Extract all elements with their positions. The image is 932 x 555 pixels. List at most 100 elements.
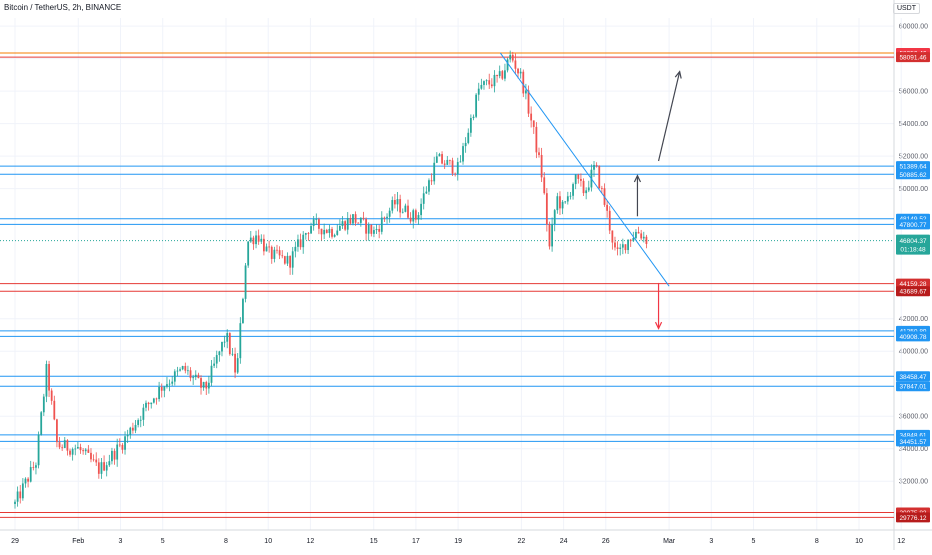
candle-body <box>312 219 315 227</box>
candle-body <box>27 478 29 482</box>
x-tick-label: 12 <box>307 538 315 545</box>
candle-body <box>606 204 609 211</box>
level-price-tag <box>896 436 930 447</box>
candle-body <box>145 402 147 408</box>
candle-body <box>239 323 242 359</box>
x-tick-label: 3 <box>119 538 123 545</box>
candle-body <box>430 180 433 182</box>
arrow-line[interactable] <box>657 71 681 162</box>
candle-body <box>566 196 569 202</box>
candle-body <box>297 239 299 247</box>
candle-body <box>401 211 404 213</box>
candle-body <box>561 201 564 209</box>
level-price-tag <box>896 52 930 63</box>
candle-body <box>58 442 61 448</box>
trendline[interactable] <box>499 52 670 287</box>
y-tick-label: 34000.00 <box>899 446 928 453</box>
candle-body <box>116 444 119 460</box>
candle-body <box>496 74 498 77</box>
candle-body <box>338 225 341 231</box>
x-tick-label: 12 <box>897 538 905 545</box>
symbol-title: Bitcoin / TetherUS, 2h, BINANCE <box>4 3 122 12</box>
level-price-tag <box>896 512 930 523</box>
candle-body <box>593 164 595 170</box>
candle-body <box>50 390 53 401</box>
candle-body <box>155 398 158 400</box>
candle-body <box>92 459 95 461</box>
y-tick-label: 60000.00 <box>899 24 928 31</box>
candle-body <box>281 255 284 257</box>
candle-body <box>433 162 436 182</box>
candle-body <box>422 193 425 204</box>
currency-button[interactable]: USDT <box>892 3 920 14</box>
level-price-label: 37847.01 <box>899 384 926 391</box>
level-price-label: 51389.64 <box>899 164 926 171</box>
x-tick-label: 8 <box>815 538 819 545</box>
candle-body <box>611 230 614 243</box>
candle-body <box>304 233 307 235</box>
candle-body <box>139 419 142 421</box>
candle-body <box>215 355 218 364</box>
candle-body <box>354 214 357 223</box>
candle-body <box>480 84 483 89</box>
candle-body <box>181 366 184 370</box>
candle-body <box>53 400 56 420</box>
candle-body <box>48 364 50 391</box>
candle-body <box>63 440 66 448</box>
candle-body <box>97 462 100 474</box>
candle-body <box>263 238 265 252</box>
candle-body <box>242 298 244 324</box>
candle-body <box>79 447 82 451</box>
candle-body <box>328 228 331 233</box>
candle-body <box>82 450 85 452</box>
candle-body <box>126 434 129 437</box>
candle-body <box>569 195 572 197</box>
candle-body <box>399 199 402 213</box>
candle-body <box>100 462 103 474</box>
candle-body <box>205 381 208 389</box>
x-tick-label: 5 <box>161 538 165 545</box>
candle-body <box>257 235 260 242</box>
candle-body <box>61 447 64 449</box>
candle-body <box>608 210 611 231</box>
x-tick-label: 24 <box>560 538 568 545</box>
candle-body <box>378 228 381 232</box>
candle-body <box>396 199 399 205</box>
candle-body <box>585 190 588 194</box>
candle-body <box>532 120 535 127</box>
candle-body <box>635 231 637 239</box>
candle-body <box>621 244 624 248</box>
candle-body <box>19 491 22 499</box>
candle-body <box>113 450 116 460</box>
candle-body <box>173 371 176 382</box>
candle-body <box>255 235 257 245</box>
candle-body <box>260 238 263 242</box>
candle-body <box>514 60 517 69</box>
candle-body <box>459 161 462 163</box>
candle-body <box>121 444 124 450</box>
candle-body <box>637 231 640 234</box>
candle-body <box>291 251 294 268</box>
candle-body <box>530 113 533 121</box>
candle-body <box>176 370 179 372</box>
candle-body <box>336 230 339 235</box>
candle-body <box>189 370 192 379</box>
candle-body <box>540 154 543 178</box>
candle-body <box>124 436 126 450</box>
candle-body <box>71 449 74 455</box>
candle-body <box>179 369 181 371</box>
y-tick-label: 36000.00 <box>899 414 928 421</box>
level-price-tag <box>896 278 930 289</box>
x-tick-label: 5 <box>752 538 756 545</box>
candle-body <box>69 450 71 455</box>
candle-body <box>197 374 200 379</box>
y-tick-label: 42000.00 <box>899 316 928 323</box>
candle-body <box>572 184 574 196</box>
candle-body <box>299 239 302 248</box>
candle-body <box>483 81 485 85</box>
candle-body <box>551 224 553 247</box>
candle-body <box>137 420 140 425</box>
candle-body <box>543 177 546 194</box>
